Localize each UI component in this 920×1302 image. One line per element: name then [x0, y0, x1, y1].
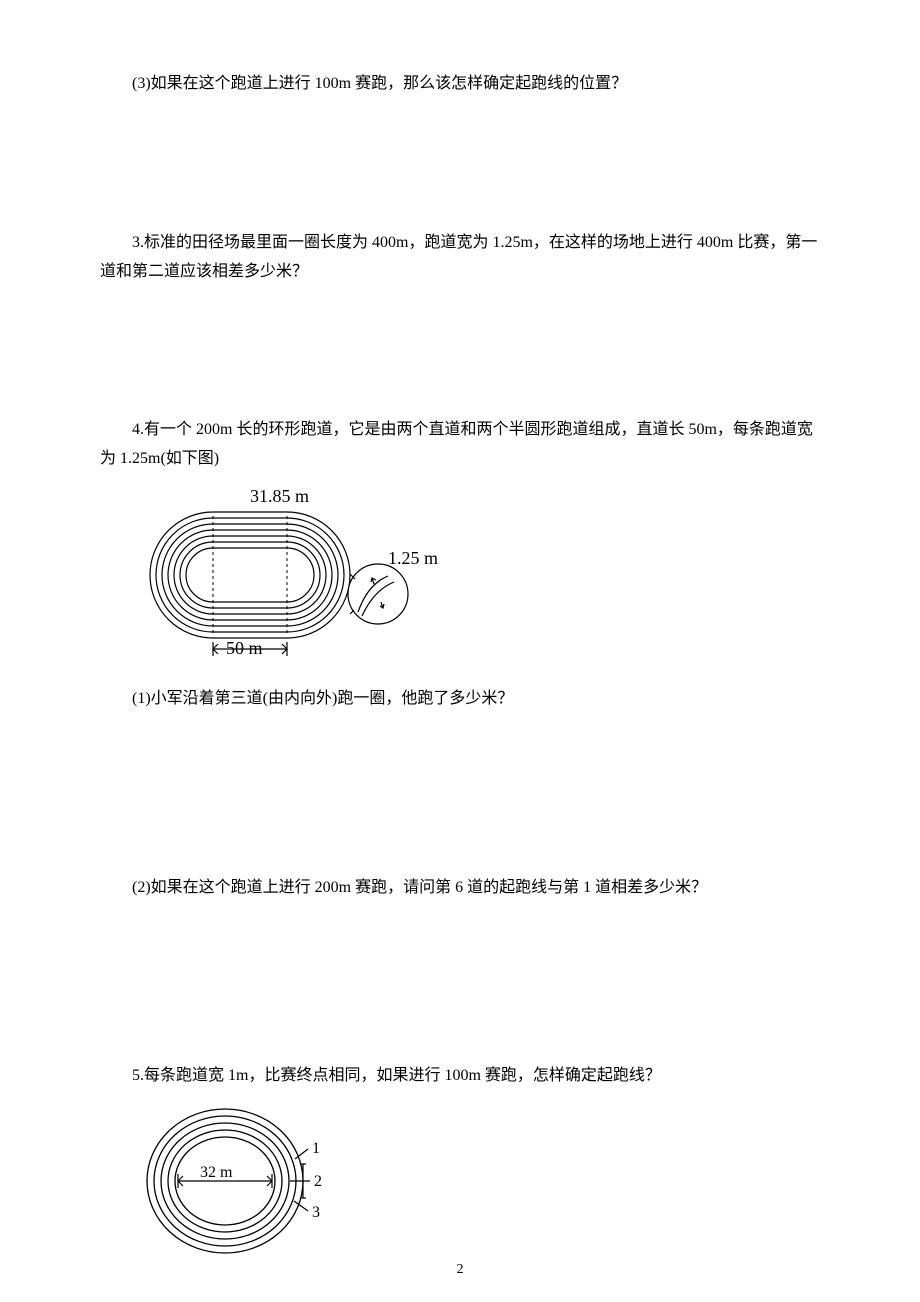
- track-lanes: [150, 512, 350, 638]
- question-5: 5.每条跑道宽 1m，比赛终点相同，如果进行 100m 赛跑，怎样确定起跑线？ …: [100, 1062, 820, 1272]
- question-4-sub1: (1)小军沿着第三道(由内向外)跑一圈，他跑了多少米？: [100, 685, 820, 714]
- question-4: 4.有一个 200m 长的环形跑道，它是由两个直道和两个半圆形跑道组成，直道长 …: [100, 416, 820, 902]
- spacer: [100, 724, 820, 834]
- spacer: [100, 119, 820, 229]
- question-4-sub2: (2)如果在这个跑道上进行 200m 赛跑，请问第 6 道的起跑线与第 1 道相…: [100, 874, 820, 903]
- lane-label-1: 1: [312, 1140, 320, 1157]
- spacer: [100, 1032, 820, 1062]
- track-diagram-svg: 31.85 m: [140, 484, 460, 664]
- figure-center-label: 32 m: [200, 1164, 233, 1181]
- question-5-text: 5.每条跑道宽 1m，比赛终点相同，如果进行 100m 赛跑，怎样确定起跑线？: [100, 1062, 820, 1091]
- magnifier: [348, 564, 408, 624]
- spacer: [100, 306, 820, 416]
- question-3-text: 3.标准的田径场最里面一圈长度为 400m，跑道宽为 1.25m，在这样的场地上…: [100, 229, 820, 287]
- question-5-figure: 32 m 1 2 3: [140, 1101, 820, 1272]
- question-4-figure: 31.85 m: [140, 484, 820, 675]
- figure-top-label: 31.85 m: [250, 486, 309, 506]
- spacer: [100, 834, 820, 874]
- figure-right-label: 1.25 m: [388, 548, 438, 568]
- circular-track-svg: 32 m 1 2 3: [140, 1101, 360, 1261]
- question-2-sub3: (3)如果在这个跑道上进行 100m 赛跑，那么该怎样确定起跑线的位置？: [100, 70, 820, 99]
- page-number: 2: [457, 1257, 464, 1282]
- lane-label-2: 2: [314, 1173, 322, 1190]
- question-2-sub3-text: (3)如果在这个跑道上进行 100m 赛跑，那么该怎样确定起跑线的位置？: [100, 70, 820, 99]
- straight-markers: [213, 516, 287, 634]
- spacer: [100, 922, 820, 1032]
- question-3: 3.标准的田径场最里面一圈长度为 400m，跑道宽为 1.25m，在这样的场地上…: [100, 229, 820, 287]
- figure-bottom-label: 50 m: [226, 638, 263, 658]
- lane-label-3: 3: [312, 1204, 320, 1221]
- question-4-intro: 4.有一个 200m 长的环形跑道，它是由两个直道和两个半圆形跑道组成，直道长 …: [100, 416, 820, 474]
